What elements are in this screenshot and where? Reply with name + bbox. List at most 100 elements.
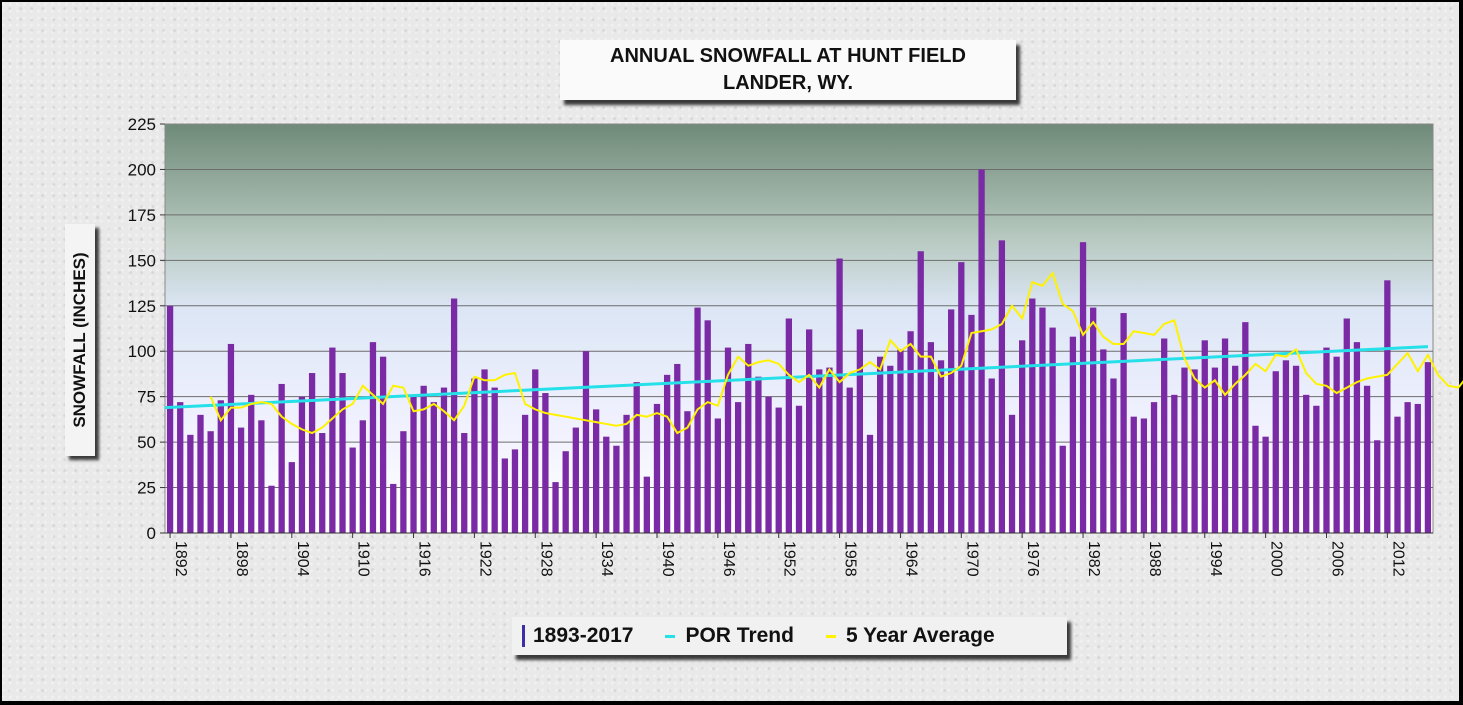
bar bbox=[988, 378, 995, 533]
chart-title-line-1: ANNUAL SNOWFALL AT HUNT FIELD bbox=[610, 45, 966, 67]
bar bbox=[623, 414, 630, 533]
y-tick-label: 175 bbox=[128, 206, 156, 225]
bar bbox=[1394, 416, 1401, 533]
bar bbox=[400, 431, 407, 533]
bar bbox=[288, 462, 295, 533]
x-tick-label: 1916 bbox=[416, 541, 433, 577]
bar bbox=[217, 400, 224, 533]
bar bbox=[1211, 367, 1219, 533]
bar bbox=[420, 385, 427, 533]
y-tick-label: 150 bbox=[128, 251, 156, 270]
bar bbox=[1303, 394, 1310, 533]
bar bbox=[1242, 322, 1249, 533]
bar bbox=[1100, 349, 1107, 533]
bar bbox=[785, 318, 792, 533]
bar bbox=[734, 402, 742, 533]
bar bbox=[1252, 425, 1259, 533]
bar bbox=[1313, 405, 1320, 533]
y-tick-label: 200 bbox=[128, 160, 156, 179]
bar bbox=[1079, 242, 1087, 533]
bar bbox=[694, 307, 701, 533]
legend: 1893-2017 POR Trend 5 Year Average bbox=[512, 617, 1067, 655]
bar bbox=[653, 403, 661, 533]
bar bbox=[359, 420, 366, 533]
chart-title-line-2: LANDER, WY. bbox=[723, 72, 853, 94]
bar bbox=[1353, 342, 1361, 533]
bar bbox=[308, 373, 316, 533]
bar bbox=[430, 402, 437, 533]
bar bbox=[1384, 280, 1391, 533]
bar bbox=[826, 367, 833, 533]
bar bbox=[268, 485, 275, 533]
bar bbox=[552, 482, 559, 533]
x-tick-label: 1970 bbox=[963, 541, 980, 577]
bar bbox=[1221, 338, 1229, 533]
bar bbox=[390, 483, 397, 533]
bar bbox=[1363, 385, 1371, 533]
legend-swatch-average bbox=[825, 634, 836, 638]
bar bbox=[613, 445, 620, 533]
y-tick-label: 100 bbox=[128, 342, 156, 361]
bar bbox=[1008, 414, 1016, 533]
bar bbox=[1039, 307, 1046, 533]
bar bbox=[633, 382, 640, 533]
bar bbox=[1110, 378, 1117, 533]
bar bbox=[937, 360, 945, 533]
bar bbox=[329, 347, 336, 533]
bar bbox=[887, 365, 894, 533]
bar bbox=[806, 329, 813, 533]
x-tick-label: 1922 bbox=[476, 541, 493, 577]
bar bbox=[501, 458, 508, 533]
x-tick-label: 1904 bbox=[294, 541, 311, 577]
bar bbox=[461, 433, 468, 533]
y-tick-label: 75 bbox=[137, 388, 156, 407]
x-tick-label: 1928 bbox=[537, 541, 554, 577]
bar bbox=[775, 407, 782, 533]
bar bbox=[187, 434, 194, 533]
bar bbox=[471, 378, 478, 533]
legend-item-average: 5 Year Average bbox=[825, 624, 995, 648]
bar bbox=[1171, 394, 1178, 533]
x-tick-label: 1910 bbox=[355, 541, 372, 577]
y-axis-label-box: SNOWFALL (INCHES) bbox=[65, 224, 95, 456]
x-tick-label: 1976 bbox=[1024, 541, 1041, 577]
bar bbox=[197, 414, 204, 533]
bar bbox=[440, 387, 448, 533]
bar bbox=[704, 320, 711, 533]
bar bbox=[1150, 402, 1158, 533]
legend-label-average: 5 Year Average bbox=[845, 624, 995, 647]
x-tick-label: 2006 bbox=[1328, 541, 1345, 577]
bar bbox=[866, 434, 874, 533]
five-year-average-line bbox=[209, 270, 1463, 435]
bar bbox=[948, 309, 955, 533]
chart-title: ANNUAL SNOWFALL AT HUNT FIELD LANDER, WY… bbox=[560, 40, 1016, 100]
legend-item-bars: 1893-2017 bbox=[522, 624, 633, 648]
bar bbox=[1374, 440, 1381, 533]
bar bbox=[714, 418, 721, 533]
bar bbox=[1272, 371, 1279, 533]
x-tick-label: 1892 bbox=[172, 541, 189, 577]
legend-label-bars: 1893-2017 bbox=[533, 624, 634, 647]
bar bbox=[684, 411, 691, 533]
y-tick-label: 50 bbox=[137, 433, 156, 452]
bar bbox=[379, 356, 387, 533]
bar bbox=[795, 405, 803, 533]
bar bbox=[846, 387, 853, 533]
bar bbox=[998, 240, 1006, 533]
x-tick-label: 1958 bbox=[842, 541, 859, 577]
bar bbox=[897, 349, 904, 533]
bar bbox=[248, 394, 255, 533]
bar bbox=[1049, 327, 1056, 533]
bar bbox=[663, 374, 671, 533]
x-tick-label: 1946 bbox=[720, 541, 737, 577]
x-tick-label: 1952 bbox=[781, 541, 798, 577]
y-axis-ticks: 0 25 50 75 100 125 150 175 200 225 bbox=[128, 115, 165, 543]
x-tick-label: 1934 bbox=[598, 541, 615, 577]
bar bbox=[542, 393, 549, 533]
bar bbox=[349, 447, 356, 533]
bar bbox=[978, 169, 985, 533]
bar bbox=[1343, 318, 1350, 533]
bar bbox=[1059, 445, 1066, 533]
bar bbox=[339, 373, 346, 533]
